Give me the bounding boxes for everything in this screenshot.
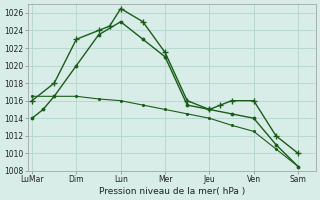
X-axis label: Pression niveau de la mer( hPa ): Pression niveau de la mer( hPa ) bbox=[99, 187, 245, 196]
